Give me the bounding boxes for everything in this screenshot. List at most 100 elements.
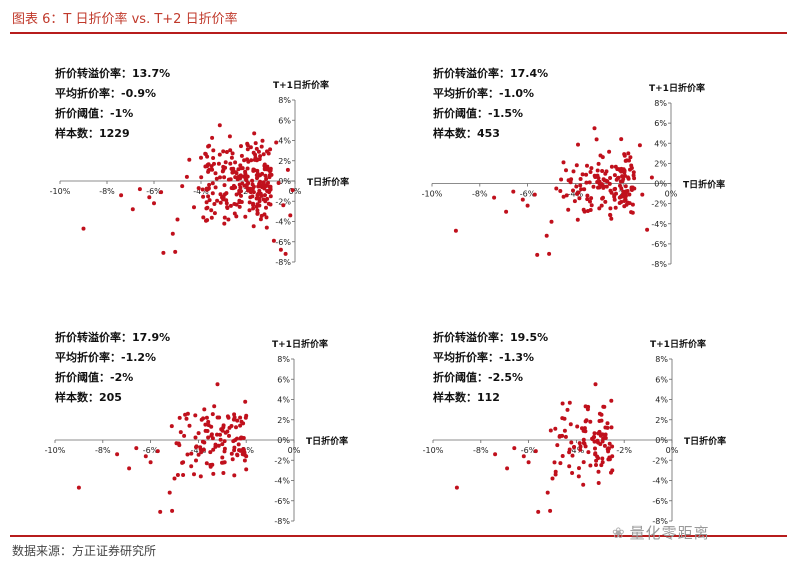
scatter-point xyxy=(192,205,196,210)
scatter-point xyxy=(244,178,249,183)
scatter-point xyxy=(239,419,244,424)
scatter-point xyxy=(222,221,227,226)
scatter-point xyxy=(266,180,270,185)
y-tick-label: 0% xyxy=(277,436,290,445)
scatter-point xyxy=(598,433,603,438)
scatter-point xyxy=(589,203,594,208)
stat-line-4: 样本数：1229 xyxy=(55,126,130,140)
scatter-point xyxy=(581,460,586,465)
x-tick-label: -10% xyxy=(45,446,66,455)
scatter-point xyxy=(594,137,599,142)
scatter-point xyxy=(285,167,290,172)
scatter-point xyxy=(205,218,210,223)
scatter-point xyxy=(194,444,199,449)
y-tick-label: 6% xyxy=(278,116,291,125)
scatter-point xyxy=(629,210,634,215)
scatter-point xyxy=(233,160,238,165)
scatter-point xyxy=(584,180,589,185)
y-tick-label: 0% xyxy=(655,436,668,445)
scatter-point xyxy=(550,476,555,481)
scatter-point xyxy=(627,158,631,163)
scatter-point xyxy=(618,194,623,199)
scatter-point xyxy=(235,418,240,423)
scatter-point xyxy=(204,461,209,466)
scatter-point xyxy=(608,176,613,180)
scatter-point xyxy=(263,193,267,198)
scatter-point xyxy=(218,437,223,442)
scatter-point xyxy=(215,382,220,387)
scatter-point xyxy=(581,207,586,212)
scatter-point xyxy=(268,194,273,199)
scatter-point xyxy=(220,455,225,460)
scatter-point xyxy=(608,206,613,211)
scatter-point xyxy=(567,450,572,455)
scatter-point xyxy=(595,168,600,173)
scatter-point xyxy=(567,400,572,405)
scatter-point xyxy=(597,206,602,211)
scatter-point xyxy=(511,189,516,194)
scatter-point xyxy=(616,167,621,172)
scatter-point xyxy=(609,216,614,221)
scatter-point xyxy=(207,167,212,172)
scatter-point xyxy=(258,179,263,184)
scatter-point xyxy=(256,184,261,189)
scatter-point xyxy=(147,195,152,200)
scatter-point xyxy=(290,188,295,193)
scatter-point xyxy=(259,144,264,149)
scatter-point xyxy=(203,151,208,156)
stat-line-4: 样本数：205 xyxy=(55,390,122,404)
scatter-point xyxy=(198,474,203,479)
scatter-point xyxy=(254,173,259,178)
scatter-point xyxy=(208,450,213,455)
scatter-point xyxy=(571,169,576,174)
y-tick-label: -8% xyxy=(275,258,291,267)
y-tick-label: 8% xyxy=(278,96,291,105)
y-tick-label: -4% xyxy=(275,218,291,227)
scatter-point xyxy=(207,182,212,187)
scatter-point xyxy=(161,250,166,255)
y-tick-label: -2% xyxy=(651,200,667,209)
scatter-point xyxy=(609,470,613,475)
scatter-point xyxy=(213,171,218,176)
scatter-point xyxy=(222,446,227,451)
scatter-point xyxy=(239,193,243,198)
scatter-point xyxy=(247,208,252,213)
scatter-point xyxy=(265,189,270,193)
scatter-point xyxy=(227,134,232,139)
y-tick-label: 2% xyxy=(655,416,668,425)
scatter-point xyxy=(243,214,248,219)
scatter-point xyxy=(193,413,198,418)
scatter-point xyxy=(574,184,579,189)
scatter-point xyxy=(155,449,160,454)
y-tick-label: 2% xyxy=(278,157,291,166)
scatter-point xyxy=(267,175,272,180)
scatter-point xyxy=(264,205,268,210)
scatter-point xyxy=(253,141,258,146)
scatter-point xyxy=(245,182,250,187)
x-tick-label: 0% xyxy=(666,446,679,455)
scatter-point xyxy=(562,428,567,433)
y-tick-label: -8% xyxy=(651,260,667,269)
scatter-point xyxy=(233,438,238,443)
scatter-point xyxy=(210,181,215,186)
scatter-point xyxy=(255,168,260,173)
scatter-point xyxy=(623,184,628,189)
y-tick-label: -6% xyxy=(652,497,668,506)
scatter-point xyxy=(251,224,256,229)
x-tick-label: -6% xyxy=(143,446,159,455)
scatter-point xyxy=(579,187,584,192)
scatter-point xyxy=(251,150,256,155)
scatter-point xyxy=(580,172,585,177)
scatter-point xyxy=(220,442,225,447)
scatter-point xyxy=(613,205,618,210)
scatter-point xyxy=(570,471,575,475)
scatter-point xyxy=(177,415,182,420)
scatter-point xyxy=(218,432,222,437)
scatter-point xyxy=(600,456,605,461)
scatter-point xyxy=(206,435,211,440)
scatter-point xyxy=(607,441,612,446)
scatter-point xyxy=(209,433,214,438)
x-tick-label: 0% xyxy=(289,187,302,196)
scatter-point xyxy=(226,177,231,182)
y-tick-label: -2% xyxy=(275,197,291,206)
